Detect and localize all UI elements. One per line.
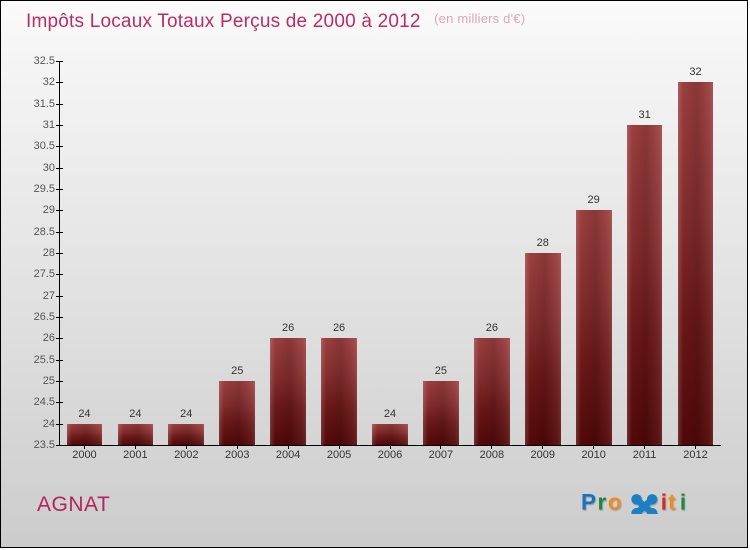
svg-text:i: i — [680, 490, 686, 514]
svg-text:P: P — [581, 490, 596, 514]
svg-text:r: r — [598, 490, 607, 514]
svg-text:t: t — [668, 490, 676, 514]
svg-text:o: o — [608, 490, 622, 514]
svg-text:i: i — [661, 490, 667, 514]
